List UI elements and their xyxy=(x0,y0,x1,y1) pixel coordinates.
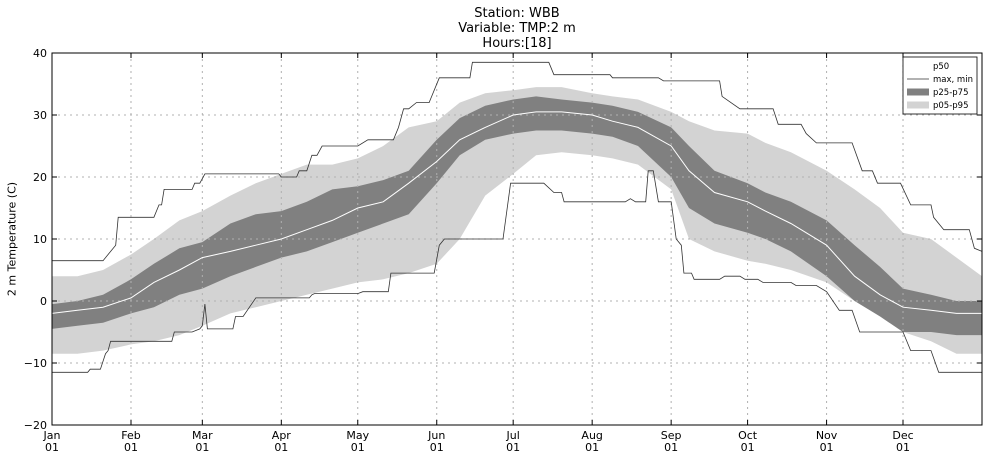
x-tick-month-label-3: Apr xyxy=(272,429,292,442)
band-p05-p95 xyxy=(52,87,982,354)
legend-label-1: max, min xyxy=(933,75,973,85)
x-tick-day-label-4: 01 xyxy=(351,441,365,454)
x-tick-day-label-0: 01 xyxy=(45,441,59,454)
band-p25-p75 xyxy=(52,96,982,336)
legend-swatch-2 xyxy=(907,88,929,96)
x-tick-month-label-10: Nov xyxy=(816,429,838,442)
x-tick-day-label-7: 01 xyxy=(585,441,599,454)
x-tick-month-label-6: Jul xyxy=(506,429,520,442)
chart-title-line-1: Station: WBB xyxy=(474,6,560,21)
series-min-line xyxy=(52,170,982,373)
x-tick-day-label-2: 01 xyxy=(195,441,209,454)
x-tick-month-label-2: Mar xyxy=(192,429,213,442)
series-p50-line xyxy=(51,111,982,314)
x-tick-month-label-11: Dec xyxy=(892,429,913,442)
chart-title-line-3: Hours:[18] xyxy=(482,36,552,51)
x-tick-day-label-8: 01 xyxy=(664,441,678,454)
legend-swatch-3 xyxy=(907,101,929,109)
legend-label-2: p25-p75 xyxy=(933,88,969,98)
y-tick-label-4: 20 xyxy=(33,171,47,184)
x-tick-month-label-5: Jun xyxy=(427,429,445,442)
x-tick-month-label-4: May xyxy=(346,429,369,442)
x-tick-month-label-9: Oct xyxy=(738,429,758,442)
y-tick-label-5: 30 xyxy=(33,109,47,122)
x-tick-day-label-11: 01 xyxy=(896,441,910,454)
bands-layer xyxy=(52,87,982,354)
x-tick-day-label-3: 01 xyxy=(274,441,288,454)
x-tick-month-label-7: Aug xyxy=(581,429,602,442)
x-tick-day-label-1: 01 xyxy=(124,441,138,454)
y-tick-label-6: 40 xyxy=(33,47,47,60)
legend-label-0: p50 xyxy=(933,62,949,72)
axes-layer: −20−10010203040Jan01Feb01Mar01Apr01May01… xyxy=(24,47,982,454)
y-tick-label-0: −20 xyxy=(24,419,47,432)
y-tick-label-3: 10 xyxy=(33,233,47,246)
legend-label-3: p05-p95 xyxy=(933,101,969,111)
x-tick-day-label-5: 01 xyxy=(430,441,444,454)
y-tick-label-2: 0 xyxy=(40,295,47,308)
x-tick-month-label-8: Sep xyxy=(661,429,682,442)
x-tick-month-label-0: Jan xyxy=(43,429,61,442)
x-tick-day-label-9: 01 xyxy=(741,441,755,454)
series-max-line xyxy=(52,61,983,262)
y-tick-label-1: −10 xyxy=(24,357,47,370)
x-tick-month-label-1: Feb xyxy=(121,429,140,442)
x-tick-day-label-6: 01 xyxy=(506,441,520,454)
chart-title-line-2: Variable: TMP:2 m xyxy=(458,21,576,36)
legend: p50 max, min p25-p75 p05-p95 xyxy=(902,56,978,115)
lines-layer xyxy=(51,61,983,373)
x-tick-day-label-10: 01 xyxy=(820,441,834,454)
